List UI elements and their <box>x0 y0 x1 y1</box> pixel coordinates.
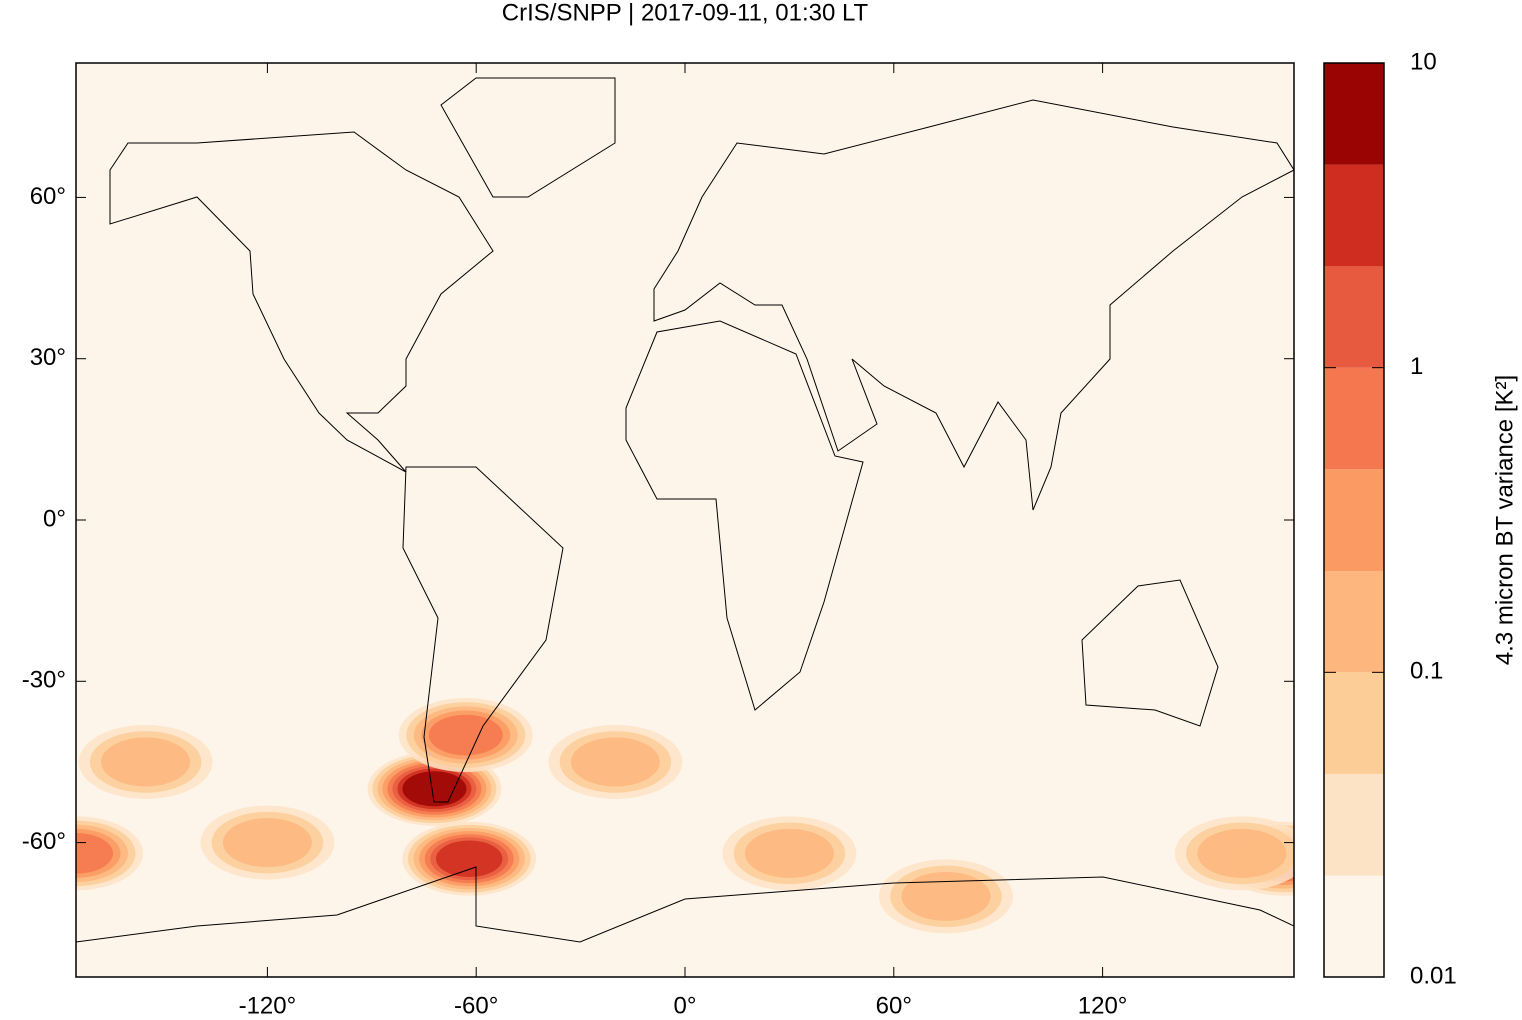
coastline <box>76 866 1294 943</box>
variance-patch <box>222 818 312 868</box>
y-tick-label: 30° <box>30 344 66 371</box>
y-tick-label: 0° <box>43 505 66 532</box>
colorbar-band <box>1324 367 1384 470</box>
colorbar-tick-label: 0.01 <box>1410 962 1457 989</box>
x-tick-label: -120° <box>239 992 297 1019</box>
variance-patch <box>435 840 503 877</box>
colorbar-tick-label: 10 <box>1410 48 1437 75</box>
coastline <box>653 99 1294 511</box>
colorbar-band <box>1324 672 1384 774</box>
colorbar-band <box>1324 469 1384 572</box>
colorbar-tick-label: 1 <box>1410 353 1423 380</box>
y-tick-label: -30° <box>22 667 66 694</box>
colorbar-tick-label: 0.1 <box>1410 658 1443 685</box>
variance-patch <box>428 714 503 756</box>
y-tick-label: 60° <box>30 183 66 210</box>
coastline <box>440 77 616 198</box>
variance-patch <box>76 833 113 874</box>
variance-patch <box>744 828 834 878</box>
colorbar-band <box>1324 875 1384 977</box>
coastline <box>625 320 864 711</box>
coastlines <box>76 77 1294 943</box>
x-tick-label: 0° <box>674 992 697 1019</box>
x-tick-label: 120° <box>1078 992 1128 1019</box>
colorbar-band <box>1324 63 1384 165</box>
coastline <box>402 466 564 803</box>
colorbar-frame <box>1323 62 1385 978</box>
x-tick-label: 60° <box>876 992 912 1019</box>
variance-patch <box>101 737 191 787</box>
colorbar-label: 4.3 micron BT variance [K²] <box>1491 375 1518 665</box>
map-title: CrIS/SNPP | 2017-09-11, 01:30 LT <box>502 0 869 26</box>
colorbar-band <box>1324 571 1384 673</box>
variance-patch <box>901 871 991 921</box>
variance-patch <box>570 737 660 787</box>
colorbar-band <box>1324 266 1384 368</box>
field <box>76 698 1294 934</box>
colorbar-band <box>1324 773 1384 876</box>
coastline <box>1081 579 1219 727</box>
coastline <box>109 131 494 473</box>
y-tick-label: -60° <box>22 828 66 855</box>
variance-patch <box>402 771 467 807</box>
colorbar <box>1324 63 1384 977</box>
colorbar-band <box>1324 164 1384 267</box>
x-tick-label: -60° <box>454 992 498 1019</box>
variance-patch <box>1197 828 1287 878</box>
